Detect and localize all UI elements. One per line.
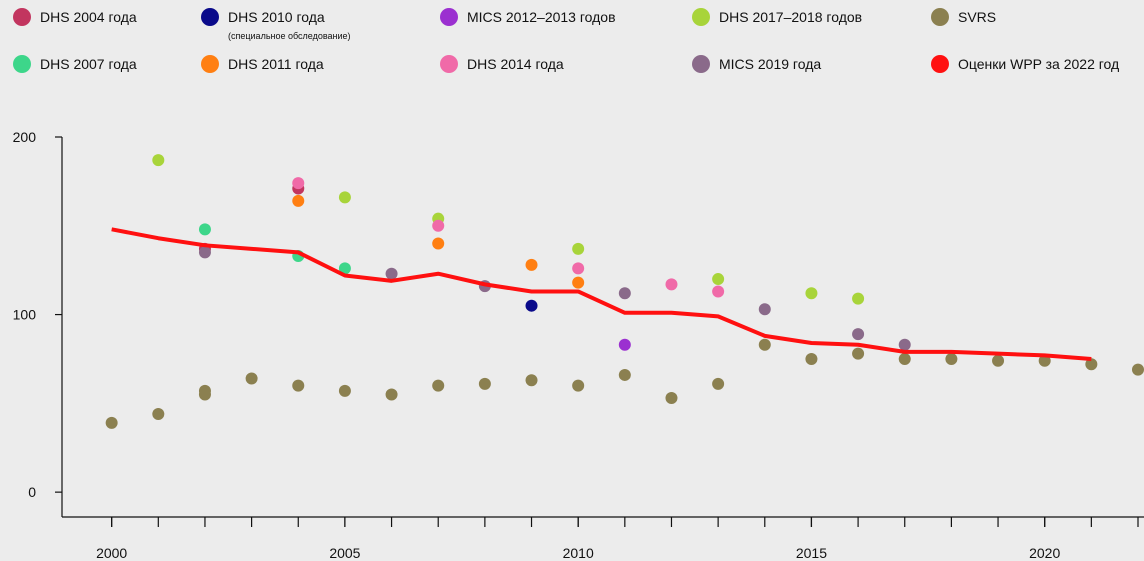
point — [712, 273, 725, 286]
point — [198, 246, 211, 259]
legend-note: (специальное обследование) — [228, 31, 351, 41]
legend-swatch — [931, 55, 949, 73]
point — [525, 299, 538, 312]
point — [1132, 363, 1144, 376]
point — [385, 388, 398, 401]
point — [525, 258, 538, 271]
legend-swatch — [13, 8, 31, 26]
point — [385, 267, 398, 280]
point — [898, 338, 911, 351]
point — [338, 384, 351, 397]
legend-label: DHS 2004 года — [40, 9, 137, 25]
point — [525, 374, 538, 387]
point — [618, 338, 631, 351]
point — [432, 237, 445, 250]
point — [758, 303, 771, 316]
point — [712, 377, 725, 390]
point — [572, 276, 585, 289]
point — [338, 191, 351, 204]
point — [1038, 354, 1051, 367]
legend-label: MICS 2019 года — [719, 56, 821, 72]
point — [152, 408, 165, 421]
x-tick-label: 2010 — [563, 545, 594, 561]
point — [572, 379, 585, 392]
legend-label: Оценки WPP за 2022 год — [958, 56, 1119, 72]
legend-label: SVRS — [958, 9, 996, 25]
point — [152, 154, 165, 167]
point — [1085, 358, 1098, 371]
point — [292, 379, 305, 392]
legend-swatch — [692, 55, 710, 73]
point — [198, 388, 211, 401]
point — [805, 352, 818, 365]
point — [992, 354, 1005, 367]
legend-label: DHS 2017–2018 годов — [719, 9, 862, 25]
legend-label: MICS 2012–2013 годов — [467, 9, 616, 25]
point — [618, 368, 631, 381]
line — [111, 227, 1092, 361]
y-tick-label: 200 — [13, 129, 37, 145]
point — [478, 377, 491, 390]
point — [292, 194, 305, 207]
legend-swatch — [201, 8, 219, 26]
point — [665, 278, 678, 291]
legend-swatch — [440, 8, 458, 26]
point — [945, 352, 958, 365]
point — [712, 285, 725, 298]
point — [432, 219, 445, 232]
point — [852, 347, 865, 360]
point — [898, 352, 911, 365]
legend-label: DHS 2011 года — [228, 56, 324, 72]
x-tick-label: 2000 — [96, 545, 127, 561]
legend-label: DHS 2010 года — [228, 9, 325, 25]
point — [198, 223, 211, 236]
legend-label: DHS 2007 года — [40, 56, 137, 72]
y-tick-label: 0 — [28, 484, 36, 500]
x-tick-label: 2020 — [1029, 545, 1060, 561]
x-tick-label: 2005 — [329, 545, 360, 561]
y-tick-label: 100 — [13, 307, 37, 323]
legend-swatch — [692, 8, 710, 26]
point — [338, 262, 351, 275]
point — [852, 328, 865, 341]
point — [758, 338, 771, 351]
point — [805, 287, 818, 300]
point — [432, 379, 445, 392]
point — [105, 416, 118, 429]
point — [245, 372, 258, 385]
x-tick-label: 2015 — [796, 545, 827, 561]
legend-swatch — [13, 55, 31, 73]
point — [852, 292, 865, 305]
point — [572, 262, 585, 275]
legend-label: DHS 2014 года — [467, 56, 564, 72]
point — [572, 242, 585, 255]
point — [665, 392, 678, 405]
legend-swatch — [931, 8, 949, 26]
point — [292, 177, 305, 190]
point — [618, 287, 631, 300]
legend-swatch — [440, 55, 458, 73]
legend-swatch — [201, 55, 219, 73]
